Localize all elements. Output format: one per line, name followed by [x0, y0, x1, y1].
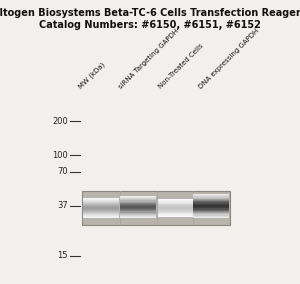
Bar [83, 202, 119, 203]
Bar [83, 212, 119, 213]
Bar [193, 206, 229, 207]
Bar [158, 207, 193, 208]
Bar [158, 215, 193, 216]
Bar [83, 214, 119, 215]
Bar [83, 201, 119, 202]
Bar [83, 208, 119, 209]
Bar [158, 199, 193, 200]
Bar [193, 204, 229, 205]
Bar [83, 216, 119, 217]
Text: 37: 37 [57, 202, 68, 210]
Bar [193, 202, 229, 204]
Bar [83, 204, 119, 205]
Bar [158, 209, 193, 210]
Bar [120, 204, 156, 205]
Bar [193, 213, 229, 214]
Text: Non-Treated Cells: Non-Treated Cells [158, 43, 205, 90]
Bar [193, 216, 229, 217]
Bar [120, 211, 156, 212]
Bar [193, 200, 229, 201]
Bar [120, 196, 156, 197]
Bar [120, 208, 156, 209]
Bar [193, 211, 229, 212]
Bar [120, 205, 156, 206]
Text: 15: 15 [58, 252, 68, 260]
Bar [83, 217, 119, 218]
Bar [120, 198, 156, 199]
Bar [193, 199, 229, 200]
Bar [82, 191, 230, 225]
Bar [193, 208, 229, 210]
Bar [120, 215, 156, 216]
Bar [120, 201, 156, 202]
Bar [83, 203, 119, 204]
Bar [158, 216, 193, 217]
Bar [120, 202, 156, 204]
Bar [83, 209, 119, 210]
Bar [193, 194, 229, 195]
Text: 200: 200 [52, 116, 68, 126]
Text: 100: 100 [52, 151, 68, 160]
Bar [158, 208, 193, 209]
Bar [193, 201, 229, 202]
Bar [120, 199, 156, 201]
Bar [158, 204, 193, 205]
Bar [158, 211, 193, 212]
Bar [193, 207, 229, 208]
Bar [83, 198, 119, 199]
Bar [120, 212, 156, 214]
Bar [120, 214, 156, 215]
Bar [83, 205, 119, 206]
Bar [120, 207, 156, 208]
Bar [193, 197, 229, 198]
Bar [158, 212, 193, 213]
Bar [158, 214, 193, 215]
Bar [158, 202, 193, 204]
Bar [120, 206, 156, 207]
Bar [83, 210, 119, 211]
Bar [158, 206, 193, 207]
Bar [83, 207, 119, 208]
Bar [158, 205, 193, 206]
Bar [120, 209, 156, 210]
Bar [120, 217, 156, 218]
Text: MW (kDa): MW (kDa) [77, 61, 106, 90]
Text: siRNA Targeting GAPDH: siRNA Targeting GAPDH [118, 28, 180, 90]
Bar [83, 206, 119, 207]
Bar [158, 200, 193, 201]
Bar [193, 212, 229, 213]
Text: DNA expressing GAPDH: DNA expressing GAPDH [198, 28, 260, 90]
Text: Catalog Numbers: #6150, #6151, #6152: Catalog Numbers: #6150, #6151, #6152 [39, 20, 261, 30]
Bar [158, 213, 193, 214]
Bar [158, 201, 193, 202]
Bar [83, 211, 119, 212]
Bar [83, 213, 119, 214]
Text: 70: 70 [57, 168, 68, 176]
Bar [83, 199, 119, 200]
Bar [83, 200, 119, 201]
Bar [120, 197, 156, 198]
Bar [120, 210, 156, 211]
Bar [120, 216, 156, 217]
Bar [193, 195, 229, 197]
Bar [193, 205, 229, 206]
Bar [193, 210, 229, 211]
Bar [158, 210, 193, 211]
Bar [193, 198, 229, 199]
Bar [83, 215, 119, 216]
Text: Altogen Biosystems Beta-TC-6 Cells Transfection Reagent: Altogen Biosystems Beta-TC-6 Cells Trans… [0, 8, 300, 18]
Bar [193, 214, 229, 216]
Bar [193, 217, 229, 218]
